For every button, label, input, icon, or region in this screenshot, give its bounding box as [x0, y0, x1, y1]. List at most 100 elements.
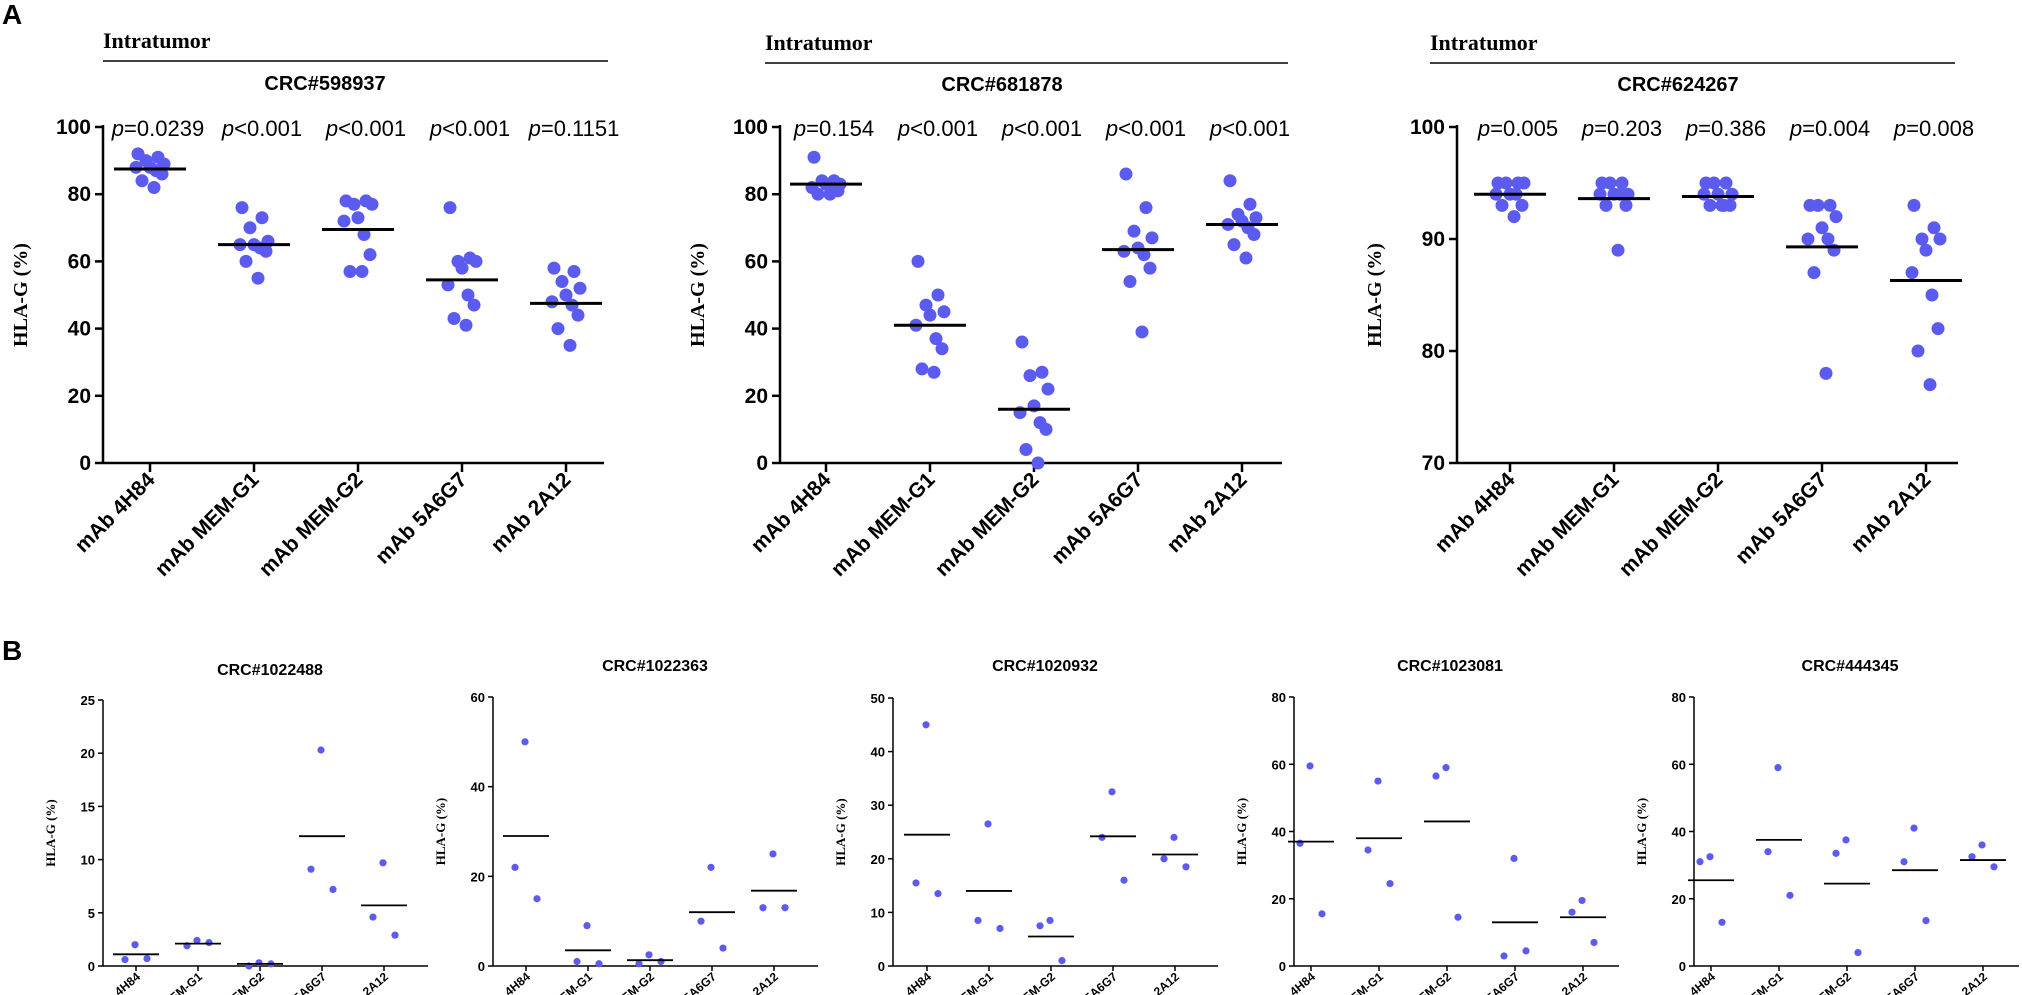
y-axis-label: HLA-G (%): [43, 799, 58, 867]
y-tick-label: 0: [756, 452, 768, 475]
x-tick-label: MEM-G2: [221, 969, 267, 995]
data-point: [1907, 198, 1921, 212]
data-point: [769, 850, 777, 858]
data-point: [533, 895, 541, 903]
data-point: [369, 913, 377, 921]
data-point: [255, 959, 263, 967]
data-point: [317, 746, 325, 754]
p-value-text: <0.001: [1014, 116, 1082, 141]
data-point: [1823, 198, 1837, 212]
p-value-label: p<0.001: [221, 116, 302, 141]
y-tick-label: 40: [871, 745, 885, 760]
data-point: [1715, 198, 1729, 212]
panel-label-a: A: [2, 0, 22, 30]
y-tick-label: 100: [56, 116, 91, 139]
y-tick-label: 0: [1679, 959, 1686, 974]
data-point: [1249, 211, 1263, 225]
y-tick-label: 0: [1279, 959, 1286, 974]
data-point: [251, 271, 265, 285]
data-point: [707, 863, 715, 871]
y-axis-label: HLA-G (%): [433, 798, 448, 866]
data-point: [441, 278, 455, 292]
data-point: [351, 211, 365, 225]
data-point: [205, 938, 213, 947]
data-point: [1039, 422, 1053, 436]
data-point: [1922, 917, 1930, 925]
p-value-symbol: p: [1893, 116, 1906, 141]
y-tick-label: 50: [871, 691, 885, 706]
p-value-label: p<0.001: [897, 116, 978, 141]
data-point: [551, 322, 565, 336]
data-point: [1707, 176, 1721, 190]
y-tick-label: 80: [1422, 340, 1445, 363]
header-label: Intratumor: [103, 28, 211, 53]
p-value-text: <0.001: [338, 116, 406, 141]
data-point: [121, 956, 129, 964]
data-point: [1923, 378, 1937, 392]
data-point: [1931, 322, 1945, 336]
x-tick-label: MEM-G1: [1340, 969, 1386, 995]
data-point: [974, 916, 982, 925]
data-point: [555, 275, 569, 289]
p-value-label: p=0.008: [1893, 116, 1974, 141]
p-value-label: p=0.005: [1477, 116, 1558, 141]
data-point: [131, 941, 139, 949]
y-axis-label: HLA-G (%): [833, 798, 848, 866]
data-point: [343, 264, 357, 278]
data-point: [1137, 248, 1151, 262]
data-point: [329, 885, 337, 893]
data-point: [1495, 198, 1509, 212]
data-point: [239, 254, 253, 268]
data-point: [1386, 880, 1394, 888]
data-point: [931, 288, 945, 302]
y-tick-label: 5: [88, 906, 95, 921]
y-tick-label: 100: [733, 116, 768, 139]
y-tick-label: 40: [68, 318, 91, 341]
data-point: [1990, 863, 1998, 871]
data-point: [1098, 833, 1106, 841]
p-value-label: p<0.001: [325, 116, 406, 141]
data-point: [984, 820, 992, 828]
p-value-text: =0.0239: [124, 116, 204, 141]
data-point: [1821, 232, 1835, 246]
p-value-label: p<0.001: [1209, 116, 1290, 141]
data-point: [355, 264, 369, 278]
p-value-symbol: p: [528, 116, 541, 141]
data-point: [1364, 846, 1372, 854]
chart-title: CRC#681878: [941, 74, 1062, 96]
x-tick-label: 2A12: [360, 969, 391, 995]
data-point: [1058, 957, 1066, 965]
data-point: [1842, 836, 1850, 844]
data-point: [1247, 228, 1261, 242]
data-point: [1568, 908, 1576, 916]
p-value-symbol: p: [897, 116, 910, 141]
data-point: [1697, 187, 1711, 201]
data-point: [447, 312, 461, 326]
chart-crc-624267: Intratumor CRC#624267 70 80 90 100 HLA-G (%) mA…: [1364, 30, 1974, 581]
p-value-symbol: p: [793, 116, 806, 141]
data-point: [934, 890, 942, 898]
data-point: [759, 904, 767, 912]
p-value-text: <0.001: [442, 116, 510, 141]
data-point: [521, 738, 529, 746]
p-value-symbol: p: [1685, 116, 1698, 141]
data-point: [365, 197, 379, 211]
y-tick-label: 80: [68, 183, 91, 206]
data-point: [567, 264, 581, 278]
p-value-symbol: p: [221, 116, 234, 141]
chart-title: CRC#1020932: [992, 658, 1098, 675]
p-value-label: p<0.001: [1001, 116, 1082, 141]
data-point: [697, 917, 705, 925]
data-point: [511, 863, 519, 871]
data-point: [1603, 176, 1617, 190]
y-tick-label: 90: [1422, 228, 1445, 251]
chart-crc-1023081: CRC#1023081 0 20 40 60 80 HLA-G (%) 4H84 MEM-G1 M…: [1234, 658, 1619, 995]
data-point: [255, 211, 269, 225]
data-point: [307, 865, 315, 873]
chart-crc-1020932: CRC#1020932 0 10 20 30 40 50 HLA-G (%) 4H84 MEM-G…: [833, 658, 1218, 995]
data-point: [129, 160, 143, 174]
header-label: Intratumor: [765, 30, 873, 55]
y-tick-label: 70: [1422, 452, 1445, 475]
data-point: [1611, 243, 1625, 257]
